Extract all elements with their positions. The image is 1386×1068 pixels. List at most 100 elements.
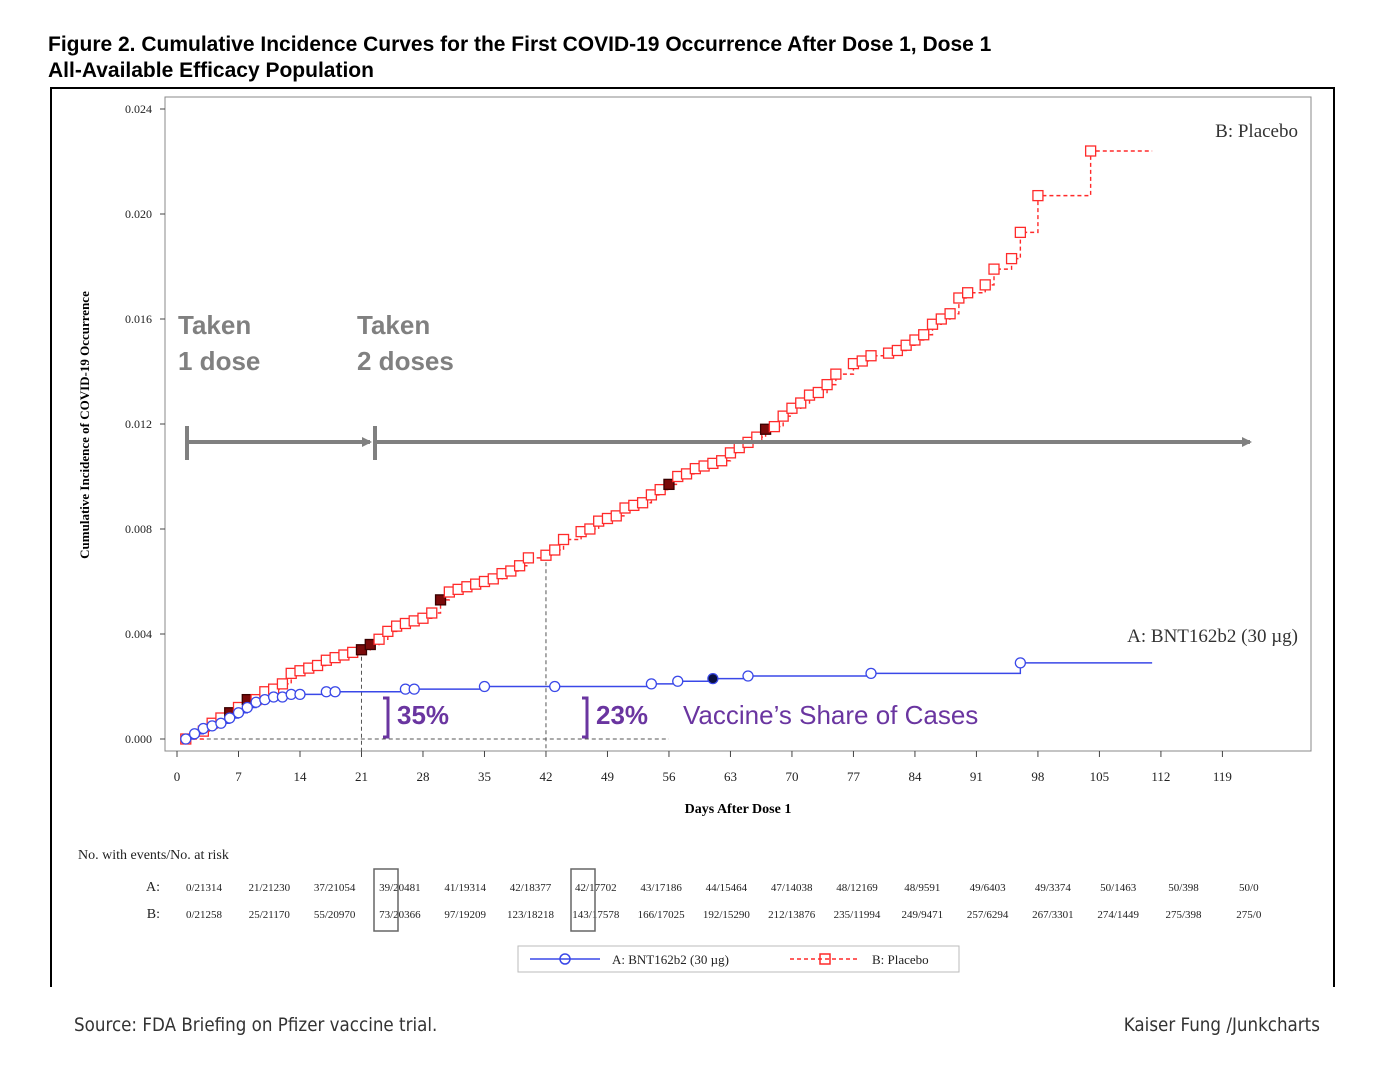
y-tick-label: 0.012 xyxy=(125,417,152,431)
placebo-point xyxy=(918,329,930,341)
x-tick-label: 49 xyxy=(601,769,614,784)
x-tick-label: 77 xyxy=(847,769,861,784)
dose1-label-line1: Taken xyxy=(178,310,251,340)
vaccine-point xyxy=(742,670,754,682)
risk-cell: 267/3301 xyxy=(1032,909,1074,921)
vaccine-point xyxy=(224,712,236,724)
series-vaccine xyxy=(180,657,1153,745)
figure-frame xyxy=(50,87,1335,987)
placebo-point xyxy=(557,533,570,546)
legend-label-placebo: B: Placebo xyxy=(872,952,929,967)
placebo-point xyxy=(434,594,447,606)
y-tick-label: 0.024 xyxy=(125,102,152,116)
vaccine-point xyxy=(215,717,227,729)
x-tick-label: 14 xyxy=(293,769,307,784)
risk-cell: 97/19209 xyxy=(444,909,486,921)
x-tick-label: 35 xyxy=(478,769,491,784)
vaccine-point xyxy=(232,707,245,719)
x-tick-label: 28 xyxy=(416,769,429,784)
y-tick-label: 0.020 xyxy=(125,207,152,221)
placebo-point xyxy=(962,287,974,299)
placebo-point xyxy=(584,523,596,535)
author-credit: Kaiser Fung /Junkcharts xyxy=(1123,1014,1320,1036)
risk-cell: 0/21258 xyxy=(186,909,223,921)
series-line xyxy=(185,150,1153,740)
pct-day42: 23% xyxy=(596,700,648,730)
bracket-day42 xyxy=(582,696,589,739)
risk-cell: 73/20366 xyxy=(379,909,421,921)
legend-label-vaccine: A: BNT162b2 (30 µg) xyxy=(612,952,729,967)
risk-highlight-day21 xyxy=(373,868,399,932)
placebo-point xyxy=(777,410,789,422)
legend-marker-placebo xyxy=(819,953,831,965)
vaccine-point xyxy=(707,672,719,685)
placebo-point xyxy=(988,263,1000,275)
y-axis-label: Cumulative Incidence of COVID-19 Occurre… xyxy=(77,291,92,559)
x-tick-label: 0 xyxy=(174,769,181,784)
risk-cell: 37/21054 xyxy=(314,882,356,894)
risk-cell: 192/15290 xyxy=(703,909,751,921)
placebo-point xyxy=(979,279,991,291)
risk-cell: 48/12169 xyxy=(836,882,878,894)
dose-annotation: Taken 1 dose Taken 2 doses xyxy=(178,310,1252,460)
legend: A: BNT162b2 (30 µg) B: Placebo xyxy=(517,945,960,973)
legend-marker-vaccine xyxy=(559,953,571,965)
vaccine-point xyxy=(1014,657,1027,669)
vaccine-point xyxy=(408,683,420,695)
y-tick-label: 0.004 xyxy=(125,627,152,641)
placebo-point xyxy=(522,552,535,564)
risk-cell: 274/1449 xyxy=(1097,909,1139,921)
x-tick-label: 112 xyxy=(1151,769,1170,784)
placebo-point xyxy=(795,397,807,409)
y-tick-label: 0.016 xyxy=(125,312,152,326)
placebo-point xyxy=(1032,189,1044,202)
vaccine-point xyxy=(180,733,192,745)
share-label: Vaccine’s Share of Cases xyxy=(683,700,978,730)
risk-cell: 48/9591 xyxy=(904,882,940,894)
risk-table-cells: 0/21314 21/21230 37/21054 39/20481 41/19314 4… xyxy=(186,882,1262,921)
risk-cell: 44/15464 xyxy=(706,882,748,894)
x-tick-label: 7 xyxy=(235,769,242,784)
y-tick-label: 0.000 xyxy=(125,732,152,746)
placebo-point xyxy=(1005,252,1018,265)
x-tick-label: 42 xyxy=(539,769,552,784)
risk-cell: 275/0 xyxy=(1236,909,1262,921)
risk-table: No. with events/No. at risk A: B: 0/2131… xyxy=(78,848,1262,932)
risk-cell: 21/21230 xyxy=(249,882,291,894)
placebo-point xyxy=(812,386,824,399)
risk-row-label-a: A: xyxy=(146,880,160,895)
risk-cell: 50/1463 xyxy=(1100,882,1137,894)
risk-cell: 257/6294 xyxy=(967,909,1009,921)
placebo-point xyxy=(944,308,956,320)
end-label-placebo: B: Placebo xyxy=(1215,121,1298,142)
x-tick-label: 21 xyxy=(355,769,368,784)
placebo-point xyxy=(821,378,833,391)
vaccine-point xyxy=(645,678,658,690)
x-tick-label: 63 xyxy=(724,769,737,784)
risk-cell: 49/3374 xyxy=(1035,882,1072,894)
placebo-point xyxy=(549,544,561,556)
placebo-point xyxy=(1014,226,1027,239)
series-line xyxy=(185,662,1153,740)
risk-row-label-b: B: xyxy=(147,907,160,922)
x-axis-label: Days After Dose 1 xyxy=(685,802,792,817)
series-placebo xyxy=(180,145,1153,745)
placebo-point xyxy=(716,455,728,467)
placebo-point xyxy=(1084,145,1097,157)
risk-cell: 47/14038 xyxy=(771,882,813,894)
x-tick-label: 70 xyxy=(785,769,798,784)
y-tick-label: 0.008 xyxy=(125,522,152,536)
risk-cell: 235/11994 xyxy=(834,909,881,921)
share-annotation: 35% 23% Vaccine’s Share of Cases xyxy=(383,696,978,739)
risk-cell: 212/13876 xyxy=(768,909,816,921)
risk-cell: 39/20481 xyxy=(379,882,421,894)
x-tick-label: 105 xyxy=(1090,769,1110,784)
placebo-point xyxy=(513,560,526,572)
x-axis: 0 7 14 21 28 35 42 49 56 63 70 77 84 91 98 105 112 119 xyxy=(174,751,1232,784)
placebo-point xyxy=(865,350,877,362)
risk-cell: 123/18218 xyxy=(507,909,555,921)
x-tick-label: 119 xyxy=(1213,769,1232,784)
figure-title-line1: Figure 2. Cumulative Incidence Curves fo… xyxy=(48,33,992,56)
placebo-point xyxy=(426,607,438,619)
